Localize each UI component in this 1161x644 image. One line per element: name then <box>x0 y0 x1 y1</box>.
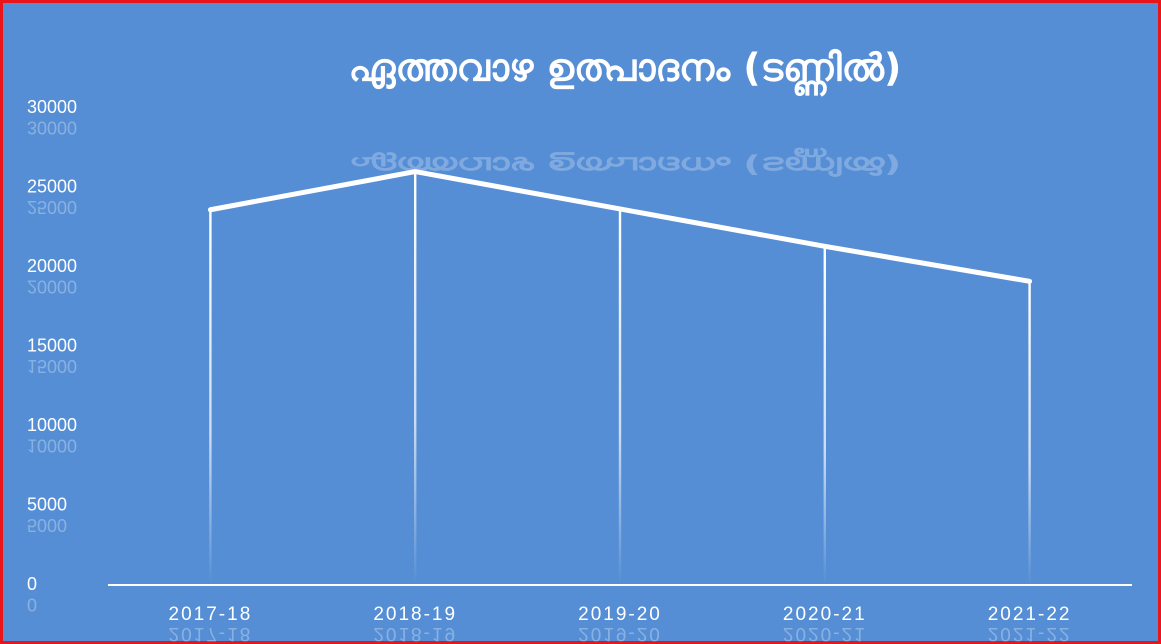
line <box>207 169 1033 284</box>
x-tick-reflection: 2017-18 <box>169 623 253 644</box>
x-tick-reflection: 2020-21 <box>783 623 867 644</box>
drop-line <box>618 208 622 585</box>
y-tick-label: 5000 <box>27 494 67 514</box>
drop-line <box>209 209 212 585</box>
y-tick-reflection: 15000 <box>27 356 77 376</box>
y-tick-reflection: 10000 <box>27 435 77 455</box>
drop-line <box>414 171 417 585</box>
x-tick-label: 2021-22 <box>988 604 1072 625</box>
x-tick-label: 2017-18 <box>169 604 253 625</box>
y-tick-label: 15000 <box>27 335 77 355</box>
x-tick-label: 2018-19 <box>373 604 457 625</box>
y-tick-reflection: 25000 <box>27 197 77 217</box>
y-tick-reflection: 30000 <box>27 117 77 137</box>
chart-title: ഏത്തവാഴ ഉത്പാദനം (ടണ്ണിൽ) <box>349 46 902 99</box>
drop-line <box>823 246 826 585</box>
y-tick-reflection: 0 <box>27 594 37 614</box>
y-tick-reflection: 20000 <box>27 276 77 296</box>
x-tick-reflection: 2021-22 <box>988 623 1072 644</box>
x-tick-reflection: 2018-19 <box>373 623 457 644</box>
y-tick-label: 30000 <box>27 97 77 117</box>
x-tick-label: 2020-21 <box>783 604 867 625</box>
y-tick-label: 10000 <box>27 415 77 435</box>
y-tick-label: 0 <box>27 574 37 594</box>
chart-title-reflection: ഏത്തവാഴ ഉത്പാദനം (ടണ്ണിൽ) <box>349 148 902 178</box>
y-tick-reflection: 5000 <box>27 515 67 535</box>
x-tick-reflection: 2019-20 <box>578 623 662 644</box>
y-tick-label: 20000 <box>27 256 77 276</box>
drop-line <box>1028 281 1031 585</box>
y-tick-label: 25000 <box>27 176 77 196</box>
x-tick-label: 2019-20 <box>578 604 662 625</box>
